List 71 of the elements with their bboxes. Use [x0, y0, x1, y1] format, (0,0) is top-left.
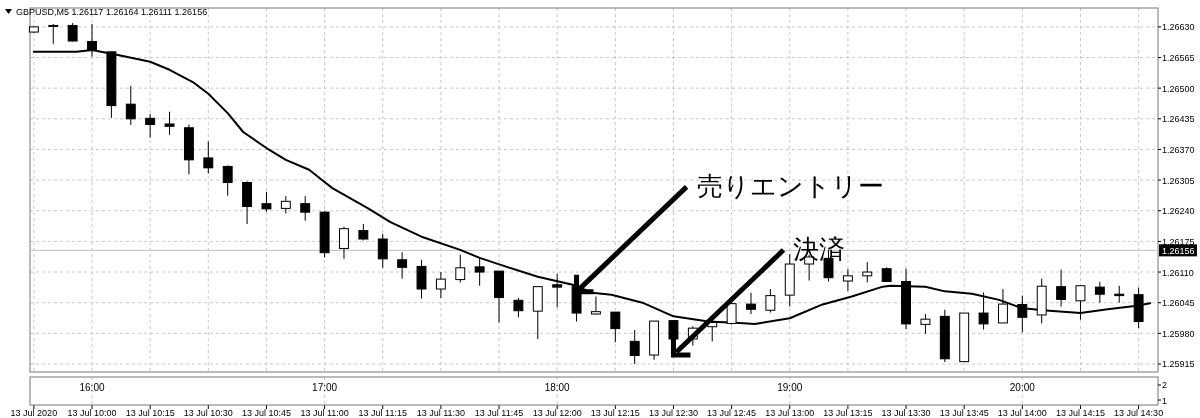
candlestick [377, 233, 388, 269]
candlestick [842, 268, 853, 292]
y-tick-label: 1.26435 [1162, 114, 1195, 125]
candlestick [397, 251, 408, 280]
candlestick [1075, 285, 1086, 321]
candlestick [765, 288, 776, 314]
candlestick [1094, 281, 1105, 304]
annotation: 売りエントリー [696, 170, 884, 201]
candlestick [145, 113, 156, 139]
candlestick [513, 297, 524, 318]
candlestick [552, 273, 563, 308]
candlestick [67, 22, 78, 42]
candlestick [48, 23, 59, 45]
candlestick [474, 256, 485, 287]
candlestick [590, 296, 601, 315]
y-tick-label: 1.26565 [1162, 53, 1195, 64]
x-tick-label: 13 Jul 14:00 [997, 408, 1047, 418]
candlestick [435, 271, 446, 299]
x-tick-label: 13 Jul 10:30 [183, 408, 233, 418]
x-tick-label: 13 Jul 11:45 [474, 408, 524, 418]
x-tick-label: 13 Jul 14:30 [1114, 408, 1164, 418]
candlestick [862, 261, 873, 283]
candlestick [746, 292, 756, 315]
y-tick-label: 1.26240 [1162, 206, 1195, 217]
x-tick-label: 13 Jul 14:15 [1055, 408, 1105, 418]
x-tick-label: 13 Jul 12:30 [648, 408, 698, 418]
y-tick-label: 1.26045 [1162, 298, 1195, 309]
candlestick [261, 191, 272, 213]
candlestick [629, 329, 640, 365]
x-tick-label: 13 Jul 12:45 [707, 408, 757, 418]
x-tick-label: 17:00 [312, 382, 338, 393]
y-tick-label: 1.25915 [1162, 359, 1195, 370]
x-tick-label: 13 Jul 11:15 [358, 408, 407, 418]
y-tick-label: 1.26110 [1162, 267, 1194, 278]
x-tick-label: 13 Jul 2020 [10, 408, 58, 418]
x-tick-label: 16:00 [79, 382, 105, 393]
candlestick [164, 111, 175, 136]
x-tick-label: 20:00 [1009, 382, 1036, 393]
x-tick-label: 13 Jul 11:30 [416, 408, 466, 418]
x-tick-label: 13 Jul 10:00 [67, 408, 117, 418]
y-tick-label: 2 [1162, 380, 1168, 391]
y-tick-label: 1.26305 [1162, 175, 1195, 186]
x-tick-label: 19:00 [777, 382, 803, 393]
x-tick-label: 13 Jul 12:00 [532, 408, 582, 418]
x-tick-label: 13 Jul 13:30 [881, 408, 931, 418]
x-tick-label: 13 Jul 11:00 [300, 408, 349, 418]
x-tick-label: 13 Jul 12:15 [590, 408, 640, 418]
candlestick [339, 226, 349, 260]
y-tick-label: 1.26630 [1162, 22, 1195, 33]
candlestick [125, 85, 136, 126]
candlestick [1056, 269, 1067, 307]
y-tick-label: 1 [1162, 395, 1168, 406]
annotation: 決済 [793, 234, 846, 265]
y-tick-label: 1.25980 [1162, 328, 1195, 339]
candlestick [416, 259, 427, 299]
y-tick-label: 1.26500 [1162, 83, 1195, 94]
x-tick-label: 13 Jul 13:00 [765, 408, 815, 418]
x-tick-label: 13 Jul 13:45 [939, 408, 989, 418]
chart-title: GBPUSD,M5 1.26117 1.26164 1.26111 1.26156 [16, 7, 208, 17]
candlestick [300, 195, 311, 222]
ref-line-label: 1.26156 [1162, 245, 1195, 256]
x-tick-label: 13 Jul 13:15 [823, 408, 873, 418]
x-tick-label: 18:00 [544, 382, 571, 393]
candlestick [610, 311, 621, 343]
x-tick-label: 13 Jul 10:45 [241, 408, 291, 418]
x-tick-label: 13 Jul 10:15 [125, 408, 175, 418]
candlestick [222, 164, 233, 197]
candlestick [455, 254, 466, 283]
y-tick-label: 1.26370 [1162, 144, 1195, 155]
candlestick [203, 140, 214, 174]
candlestick [920, 313, 931, 335]
